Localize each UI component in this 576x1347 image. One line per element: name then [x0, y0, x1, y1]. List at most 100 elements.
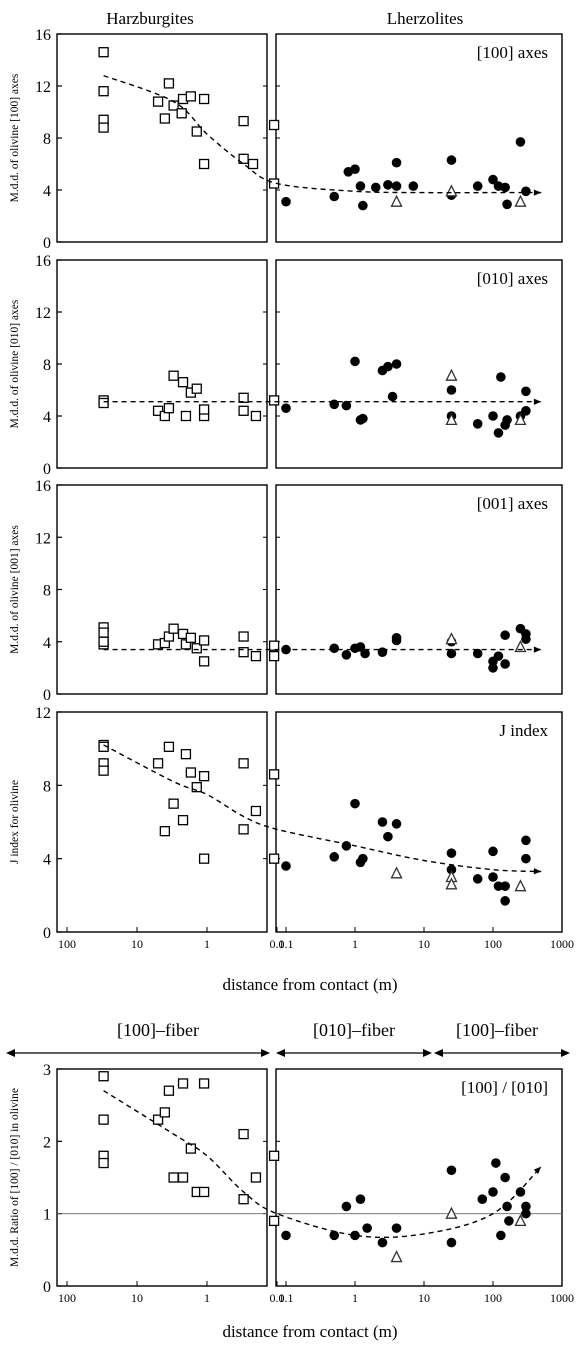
plot-frame-left: [56, 711, 268, 933]
data-point-square: [176, 108, 187, 119]
y-axis-label: M.d.d. of olivine [001] axes: [9, 525, 21, 654]
data-point-circle: [383, 361, 393, 372]
data-point-square: [159, 113, 171, 124]
x-tick-label: 100: [484, 1291, 502, 1305]
plot-frame-left: [56, 1068, 268, 1287]
y-tick-label: 4: [43, 635, 51, 652]
data-point-circle: [391, 359, 402, 369]
data-point-square: [98, 1114, 109, 1125]
y-tick-label: 12: [35, 705, 51, 722]
y-axis-label: J index for olivine: [9, 780, 21, 864]
data-point-square: [177, 815, 189, 826]
plot-frame-right: [275, 259, 563, 469]
y-tick-label: 16: [35, 253, 51, 270]
data-point-circle: [500, 881, 510, 891]
data-point-circle: [350, 164, 360, 174]
data-point-square: [198, 656, 210, 667]
data-point-square: [177, 1078, 189, 1089]
y-tick-label: 8: [43, 131, 51, 148]
data-point-circle: [341, 400, 352, 411]
data-point-square: [98, 1071, 109, 1082]
data-point-square: [152, 96, 164, 107]
x-tick-label: 100: [484, 937, 502, 951]
data-point-square: [168, 1172, 179, 1183]
data-point-square: [238, 115, 249, 127]
y-tick-label: 12: [35, 79, 51, 96]
data-point-square: [98, 636, 109, 647]
data-point-square: [191, 782, 202, 793]
fiber-arrow-right: [261, 1049, 270, 1057]
plot-frame-left: [56, 484, 268, 695]
trend-arrowhead: [533, 398, 542, 405]
data-point-circle: [472, 874, 483, 884]
data-point-circle: [488, 872, 498, 882]
data-point-circle: [472, 181, 483, 191]
x-tick-label: 10: [418, 937, 430, 951]
data-point-circle: [370, 182, 381, 193]
data-point-square: [250, 1172, 262, 1183]
data-point-circle: [341, 841, 352, 851]
data-point-circle: [446, 864, 457, 875]
data-point-circle: [350, 1230, 360, 1241]
data-point-circle: [446, 385, 457, 395]
data-point-circle: [472, 648, 483, 659]
data-point-square: [238, 1128, 249, 1140]
data-point-square: [98, 86, 109, 97]
fiber-arrow-right: [561, 1049, 570, 1057]
data-point-circle: [472, 419, 483, 429]
data-point-square: [185, 91, 197, 102]
y-tick-label: 12: [35, 530, 51, 547]
data-point-circle: [391, 633, 402, 643]
data-point-circle: [500, 182, 510, 193]
y-tick-label: 4: [43, 409, 51, 426]
data-point-triangle: [514, 412, 527, 426]
data-point-circle: [521, 386, 531, 397]
data-point-circle: [446, 1237, 457, 1248]
data-point-square: [268, 853, 280, 864]
data-point-square: [238, 647, 249, 658]
data-point-triangle: [445, 877, 458, 890]
data-point-circle: [329, 1230, 340, 1241]
data-point-circle: [488, 411, 498, 421]
x-tick-label: 1000: [550, 937, 574, 951]
data-point-triangle: [445, 1206, 458, 1219]
y-tick-label: 16: [35, 478, 51, 495]
data-point-circle: [329, 852, 340, 862]
data-point-circle: [521, 835, 531, 846]
data-point-square: [180, 749, 192, 760]
data-point-square: [268, 1215, 280, 1227]
data-point-triangle: [445, 412, 458, 426]
trend-arrowhead: [533, 646, 542, 653]
data-point-circle: [358, 413, 368, 424]
data-point-circle: [521, 1208, 531, 1219]
data-point-square: [168, 798, 179, 809]
x-tick-label: 0.1: [270, 937, 285, 951]
data-point-square: [268, 1150, 280, 1161]
data-point-circle: [521, 853, 531, 864]
data-point-circle: [341, 1201, 352, 1212]
data-point-circle: [377, 1237, 388, 1248]
data-point-circle: [515, 137, 526, 147]
panel-label: [010] axes: [477, 269, 548, 288]
data-point-triangle: [445, 368, 458, 381]
panel-label: J index: [499, 721, 548, 740]
chart-panel-2: 0 4 8 12 16 M.d.d. of olivine [010] axes [010]…: [9, 253, 563, 478]
fiber-arrow-right: [423, 1049, 432, 1057]
data-point-triangle: [390, 194, 403, 207]
data-point-circle: [488, 846, 498, 857]
trend-arrowhead: [533, 868, 542, 875]
data-point-square: [198, 635, 210, 646]
data-point-circle: [502, 1201, 512, 1212]
data-point-triangle: [445, 184, 458, 197]
data-point-square: [185, 1143, 197, 1154]
x-tick-label: 100: [58, 937, 76, 951]
data-point-square: [238, 392, 249, 403]
data-point-circle: [391, 157, 402, 168]
data-point-square: [98, 122, 109, 133]
data-point-circle: [521, 1201, 531, 1212]
data-point-square: [191, 643, 202, 654]
y-tick-label: 8: [43, 357, 51, 374]
data-point-circle: [329, 643, 340, 654]
data-point-circle: [500, 896, 510, 906]
